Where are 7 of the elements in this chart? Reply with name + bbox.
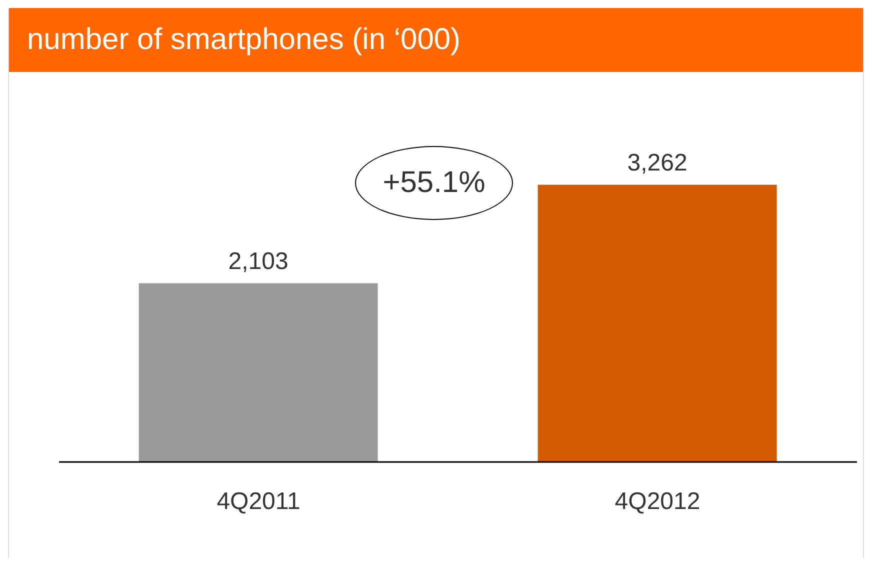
x-tick-label: 4Q2011: [216, 488, 300, 516]
ellipse-outline: +55.1%: [355, 146, 513, 220]
x-tick-label: 4Q2012: [614, 488, 700, 516]
data-label: 2,103: [228, 248, 288, 276]
chart-title: number of smartphones (in ‘000): [9, 8, 863, 72]
data-label: 3,262: [627, 150, 688, 177]
annotation: +55.1%: [382, 166, 486, 200]
